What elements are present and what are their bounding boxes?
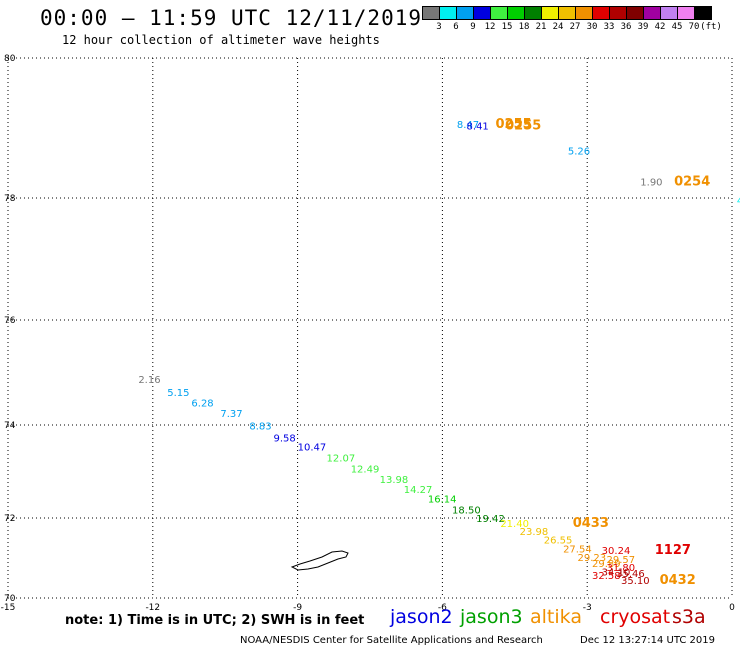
lat-tick-label: 72 [4,514,15,524]
pass-time-label: 0433 [573,516,609,531]
color-legend-label: 70 [688,22,700,32]
lon-tick-label: -15 [1,603,16,613]
wave-height-label: 35.46 [616,569,645,580]
color-legend-label: 3 [436,22,442,32]
wave-height-label: 5.26 [568,147,590,158]
color-legend-label: 12 [484,22,496,32]
pass-time-label: 0432 [660,573,696,588]
axis-ticks: -15 -12 -9 -6 -3 0 80 78 76 74 72 70 [1,54,735,613]
wave-height-label: 27.54 [563,544,592,555]
wave-height-label: 1.90 [640,177,662,188]
wave-height-label: 6.28 [191,399,213,410]
color-legend-label: 15 [501,22,513,32]
wave-height-label: 13.98 [380,475,409,486]
map-title: 00:00 – 11:59 UTC 12/11/2019 [40,6,423,30]
lat-tick-label: 78 [4,194,16,204]
color-legend-label: 33 [603,22,615,32]
lon-tick-label: -9 [293,603,302,613]
pass-time-label: 0254 [674,174,710,189]
color-legend-label: 21 [535,22,547,32]
wave-height-label: 31.80 [607,563,636,574]
color-legend-label: 42 [654,22,666,32]
wave-height-label: 18.50 [452,505,481,516]
wave-height-label: 8.41 [467,121,489,132]
wave-height-label: 23.98 [520,527,549,538]
color-swatch [694,6,712,20]
wave-height-label: 35.10 [621,576,650,587]
wave-height-label: 2.16 [138,375,160,386]
credit-line: NOAA/NESDIS Center for Satellite Applica… [240,635,543,646]
color-legend-label: 27 [569,22,581,32]
color-legend-label: 39 [637,22,649,32]
wave-height-label: 12.07 [327,453,356,464]
wave-height-label: 32.58 [592,571,621,582]
wave-height-label: 16.14 [428,495,457,506]
wave-height-label: 29.23 [578,553,607,564]
wave-height-label: 29.89 [592,559,621,570]
lon-tick-label: -12 [145,603,160,613]
lat-tick-label: 76 [4,316,16,326]
color-legend-label: 24 [552,22,564,32]
lon-tick-label: -6 [438,603,447,613]
wave-height-label: 30.24 [602,546,631,557]
wave-height-label: 21.40 [500,519,529,530]
satellite-altika: altika [530,606,582,628]
satellite-cryosat: cryosat [600,606,671,628]
lon-tick-label: -3 [583,603,592,613]
lat-tick-label: 74 [4,421,16,431]
satellite-s3a: s3a [672,606,706,628]
lat-lon-grid [7,57,733,599]
color-legend-label: 36 [620,22,632,32]
wave-height-label: 19.42 [476,514,505,525]
jan-mayen-island-outline [290,550,349,571]
lat-tick-label: 70 [4,594,16,604]
footnote: note: 1) Time is in UTC; 2) SWH is in fe… [65,613,365,628]
map-subtitle: 12 hour collection of altimeter wave hei… [62,33,380,47]
color-legend-label: 30 [586,22,598,32]
wave-height-label: 10.47 [298,443,327,454]
wave-height-label: 8.83 [249,422,271,433]
lat-tick-label: 80 [4,54,16,64]
color-legend-labels: 3 6 9 12 15 18 21 24 27 30 33 36 39 42 45 70 (ft) [422,22,740,34]
color-legend-label: 6 [453,22,459,32]
color-legend-label: 45 [671,22,683,32]
wave-height-label: 8.47 [457,120,479,131]
color-legend-label: 18 [518,22,530,32]
wave-height-label: 5.15 [167,388,189,399]
pass-time-label: 0255 [495,117,531,132]
color-legend-label: 9 [470,22,476,32]
pass-time-label: 1127 [655,543,691,558]
wave-height-label: 12.49 [351,464,380,475]
color-legend [422,6,712,20]
wave-height-label: 29.57 [607,555,636,566]
wave-height-label: 26.55 [544,536,573,547]
wave-height-label: 7.37 [220,409,242,420]
wave-height-label: 4.0 [737,196,740,207]
pass-time-label: 0255 [505,118,541,133]
satellite-jason3: jason3 [460,606,523,628]
lon-tick-label: 0 [729,603,735,613]
satellite-jason2: jason2 [390,606,453,628]
wave-height-label: 14.27 [404,485,433,496]
wave-height-label: 9.58 [273,433,295,444]
wave-height-label: 34.10 [602,568,631,579]
generation-timestamp: Dec 12 13:27:14 UTC 2019 [580,635,715,646]
color-legend-label: (ft) [700,22,722,32]
